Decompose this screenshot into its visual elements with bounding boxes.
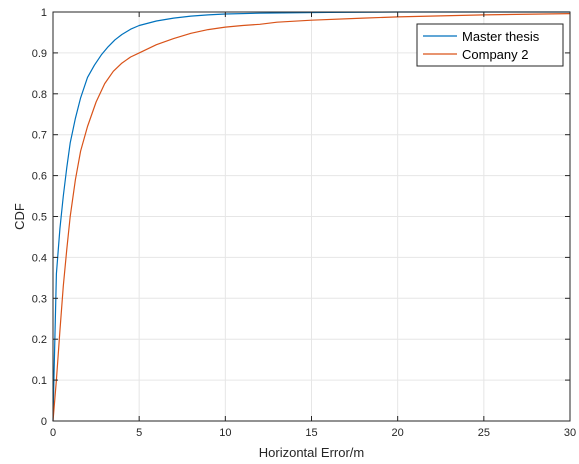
y-tick-label: 0.8 [32, 89, 47, 101]
x-tick-label: 15 [305, 427, 317, 439]
legend-label: Master thesis [462, 29, 540, 44]
x-tick-label: 20 [392, 427, 404, 439]
y-tick-label: 0.2 [32, 334, 47, 346]
y-tick-label: 0.5 [32, 212, 47, 224]
y-tick-label: 0.1 [32, 375, 47, 387]
series-line-1 [52, 11, 570, 422]
legend-box [416, 23, 564, 67]
x-tick-label: 25 [478, 427, 490, 439]
y-ticks: 0 0.1 0.2 0.3 0.4 0.5 0.6 0.7 0.8 0.9 1 [32, 7, 570, 428]
x-axis-label: Horizontal Error/m [259, 445, 364, 460]
x-tick-label: 5 [136, 427, 142, 439]
x-tick-label: 30 [564, 427, 576, 439]
y-tick-label: 0.4 [32, 252, 47, 264]
y-tick-label: 1 [41, 7, 47, 19]
legend-label: Company 2 [462, 47, 528, 62]
x-ticks: 0 5 10 15 20 25 30 [50, 12, 576, 439]
y-tick-label: 0 [41, 416, 47, 428]
y-tick-label: 0.6 [32, 171, 47, 183]
x-tick-label: 10 [219, 427, 231, 439]
y-tick-label: 0.3 [32, 293, 47, 305]
legend: Master thesis Company 2 [416, 23, 564, 67]
x-tick-label: 0 [50, 427, 56, 439]
y-axis-label: CDF [12, 203, 27, 230]
y-tick-label: 0.7 [32, 130, 47, 142]
series-line-2 [52, 13, 571, 422]
y-tick-label: 0.9 [32, 48, 47, 60]
series-lines [52, 11, 571, 422]
